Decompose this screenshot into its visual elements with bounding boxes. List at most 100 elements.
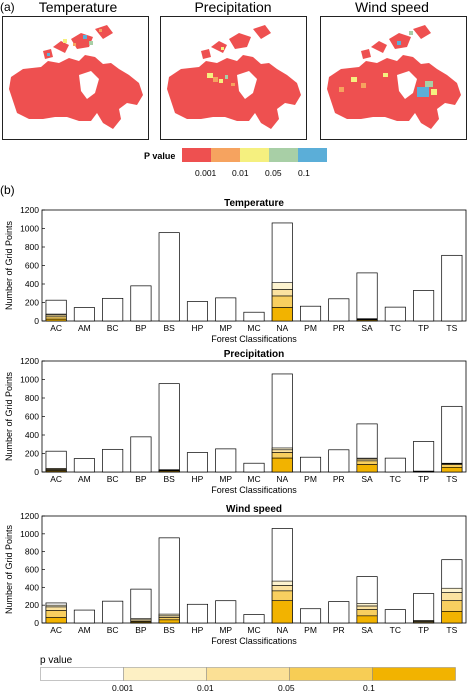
y-tick-label: 1000 — [20, 529, 39, 539]
bar-segment — [159, 618, 179, 620]
bar-total — [300, 457, 320, 472]
bar-segment — [272, 581, 292, 585]
x-tick-label: SA — [361, 625, 373, 635]
x-tick-label: TC — [390, 323, 401, 333]
x-tick-label: BC — [107, 323, 119, 333]
x-tick-label: AC — [50, 323, 62, 333]
x-tick-label: SA — [361, 474, 373, 484]
x-tick-label: BP — [135, 625, 147, 635]
bar-total — [329, 450, 349, 472]
bar-segment — [442, 465, 462, 468]
y-tick-label: 800 — [25, 242, 39, 252]
y-axis-label: Number of Grid Points — [4, 220, 14, 310]
bar-total — [131, 589, 151, 623]
x-tick-label: SA — [361, 323, 373, 333]
bar-total — [216, 298, 236, 321]
bar-total — [74, 308, 94, 321]
bar-segment — [46, 317, 66, 319]
y-tick-label: 1000 — [20, 224, 39, 234]
bar-total — [442, 255, 462, 321]
bar-total — [413, 290, 433, 321]
x-tick-label: PM — [304, 323, 317, 333]
x-tick-label: PR — [333, 625, 345, 635]
bar-total — [187, 302, 207, 321]
x-tick-label: TC — [390, 625, 401, 635]
x-tick-label: PR — [333, 474, 345, 484]
bar-total — [102, 449, 122, 472]
x-tick-label: PM — [304, 474, 317, 484]
bottom-legend-swatch — [41, 668, 124, 681]
x-tick-label: BS — [164, 323, 176, 333]
x-tick-label: NA — [276, 474, 288, 484]
bar-segment — [272, 586, 292, 591]
y-tick-label: 800 — [25, 393, 39, 403]
y-axis-label: Number of Grid Points — [4, 524, 14, 614]
y-tick-label: 800 — [25, 547, 39, 557]
bar-segment — [357, 610, 377, 616]
x-tick-label: NA — [276, 625, 288, 635]
bar-total — [385, 610, 405, 623]
bottom-legend-colorbar — [40, 667, 456, 686]
bar-segment — [272, 308, 292, 321]
bar-segment — [272, 290, 292, 296]
bar-total — [385, 307, 405, 321]
y-tick-label: 200 — [25, 298, 39, 308]
bar-total — [216, 449, 236, 472]
bar-segment — [272, 283, 292, 290]
bar-segment — [272, 601, 292, 623]
x-tick-label: TS — [446, 625, 457, 635]
bar-segment — [46, 607, 66, 611]
bar-segment — [46, 611, 66, 618]
bar-segment — [357, 461, 377, 465]
bottom-legend-title: p value — [40, 655, 72, 666]
x-tick-label: TS — [446, 323, 457, 333]
bottom-legend-swatch — [373, 668, 456, 681]
x-tick-label: PM — [304, 625, 317, 635]
y-tick-label: 0 — [34, 316, 39, 326]
bar-segment — [46, 618, 66, 623]
bar-total — [159, 384, 179, 472]
bar-total — [300, 306, 320, 321]
bar-segment — [413, 622, 433, 623]
bar-segment — [272, 458, 292, 472]
bar-total — [159, 233, 179, 321]
y-axis-label: Number of Grid Points — [4, 371, 14, 461]
x-tick-label: BC — [107, 625, 119, 635]
x-tick-label: MP — [219, 625, 232, 635]
x-tick-label: HP — [192, 625, 204, 635]
x-tick-label: TS — [446, 474, 457, 484]
bar-segment — [442, 601, 462, 612]
bar-segment — [272, 296, 292, 308]
x-tick-label: MP — [219, 474, 232, 484]
bar-segment — [131, 622, 151, 623]
x-tick-label: TP — [418, 323, 429, 333]
chart-1: Precipitation020040060080010001200Number… — [4, 349, 466, 495]
bar-total — [159, 538, 179, 623]
chart-title: Precipitation — [224, 349, 285, 360]
x-tick-label: MP — [219, 323, 232, 333]
y-tick-label: 0 — [34, 618, 39, 628]
bar-segment — [159, 471, 179, 472]
y-tick-label: 400 — [25, 279, 39, 289]
y-tick-label: 400 — [25, 430, 39, 440]
bar-total — [244, 312, 264, 321]
bar-total — [300, 609, 320, 623]
x-tick-label: MC — [247, 323, 260, 333]
bar-segment — [46, 319, 66, 321]
bottom-legend-swatch — [207, 668, 290, 681]
x-tick-label: AM — [78, 323, 91, 333]
bottom-legend-swatch — [290, 668, 373, 681]
x-tick-label: HP — [192, 323, 204, 333]
x-tick-label: MC — [247, 474, 260, 484]
bar-total — [216, 601, 236, 623]
x-tick-label: TP — [418, 625, 429, 635]
chart-title: Temperature — [224, 198, 284, 209]
x-tick-label: BC — [107, 474, 119, 484]
x-axis-label: Forest Classifications — [211, 485, 297, 495]
bar-segment — [357, 603, 377, 606]
bar-total — [244, 463, 264, 472]
bar-total — [442, 406, 462, 472]
